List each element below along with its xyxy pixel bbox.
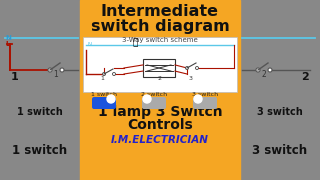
Text: switch diagram: switch diagram (91, 19, 229, 33)
Circle shape (256, 68, 260, 72)
Text: 1: 1 (100, 76, 104, 81)
Text: 1 switch: 1 switch (17, 107, 63, 117)
Circle shape (143, 95, 151, 103)
Circle shape (194, 95, 202, 103)
Bar (80, 0, 240, 180)
Bar (83, 37, 237, 92)
Text: 3-Way switch scheme: 3-Way switch scheme (122, 37, 198, 43)
Text: I.M.ELECTRICIAN: I.M.ELECTRICIAN (111, 135, 209, 145)
Circle shape (113, 73, 116, 75)
FancyBboxPatch shape (142, 97, 166, 109)
Bar (143, 59, 175, 77)
Circle shape (107, 95, 115, 103)
Text: 2: 2 (301, 72, 309, 82)
Text: N: N (88, 42, 92, 48)
FancyBboxPatch shape (92, 97, 116, 109)
Text: 3 switch: 3 switch (252, 143, 308, 156)
Text: 3 switch: 3 switch (192, 91, 218, 96)
Text: Intermediate: Intermediate (101, 4, 219, 19)
Circle shape (196, 66, 198, 69)
Text: 2 switch: 2 switch (141, 91, 167, 96)
Text: 3: 3 (189, 76, 193, 81)
Text: 1 switch: 1 switch (12, 143, 68, 156)
Bar (0, 0, 80, 180)
Circle shape (48, 68, 52, 72)
FancyBboxPatch shape (193, 97, 217, 109)
Text: N: N (5, 35, 11, 41)
Text: 3 switch: 3 switch (257, 107, 303, 117)
Circle shape (268, 68, 272, 72)
Circle shape (60, 68, 64, 72)
Text: 💡: 💡 (132, 39, 138, 48)
Bar (240, 0, 320, 180)
Circle shape (186, 66, 188, 69)
Text: 1 switch: 1 switch (91, 91, 117, 96)
Text: 1: 1 (54, 70, 58, 79)
Text: 1 lamp 3 Switch: 1 lamp 3 Switch (98, 105, 222, 119)
Text: Controls: Controls (127, 118, 193, 132)
Text: L: L (5, 41, 9, 47)
Text: 1: 1 (11, 72, 19, 82)
Text: 2: 2 (262, 70, 266, 79)
Circle shape (102, 73, 106, 75)
Text: 2: 2 (157, 76, 161, 81)
